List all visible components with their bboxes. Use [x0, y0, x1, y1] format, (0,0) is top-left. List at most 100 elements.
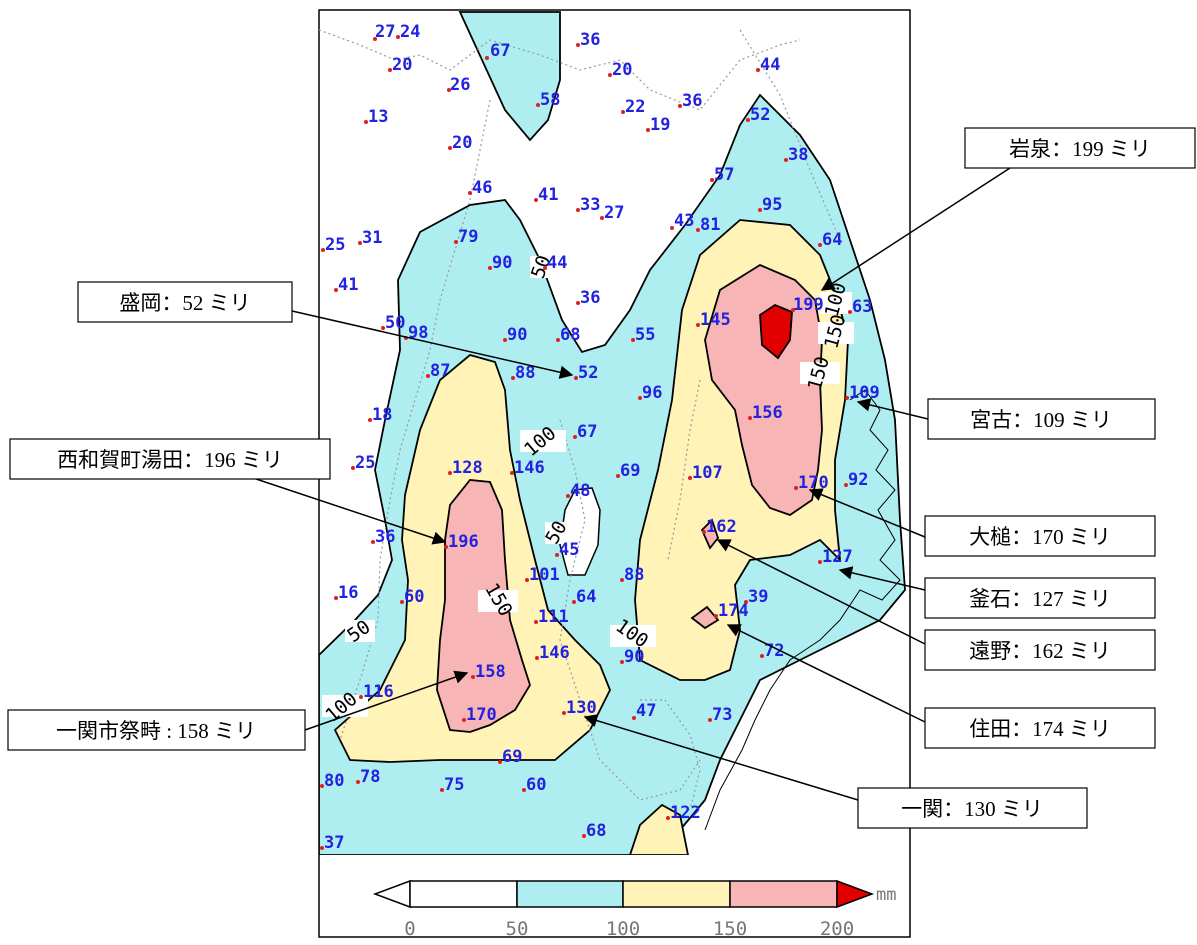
station: 95: [758, 195, 782, 215]
station-value: 75: [444, 775, 464, 795]
station-value: 90: [624, 647, 644, 667]
station: 80: [320, 771, 344, 791]
station: 88: [511, 363, 535, 383]
station-value: 27: [375, 22, 395, 42]
station-value: 24: [400, 22, 420, 42]
station-value: 111: [538, 607, 569, 627]
station-value: 46: [472, 178, 492, 198]
station-value: 60: [526, 775, 546, 795]
station: 109: [845, 383, 880, 403]
station: 170: [462, 705, 497, 725]
station-value: 31: [362, 228, 382, 248]
station-value: 145: [700, 310, 731, 330]
station: 46: [468, 178, 492, 198]
station-value: 127: [822, 547, 853, 567]
station-value: 26: [450, 75, 470, 95]
station-value: 96: [642, 383, 662, 403]
station-value: 25: [355, 453, 375, 473]
station: 107: [688, 463, 723, 483]
station: 19: [646, 115, 670, 135]
station-value: 20: [452, 133, 472, 153]
station-value: 79: [458, 227, 478, 247]
station: 18: [368, 405, 392, 425]
band-below-50-hole: [559, 487, 601, 576]
station-value: 69: [502, 747, 522, 767]
station-value: 170: [798, 473, 829, 493]
colorbar-tick: 150: [713, 918, 747, 940]
station: 44: [756, 55, 780, 75]
station: 27: [600, 203, 624, 223]
station-value: 18: [372, 405, 392, 425]
callout-otsuchi: 大槌：170 ミリ: [924, 515, 1156, 557]
colorbar: 0 50 100 150 200 mm: [372, 879, 896, 940]
station: 73: [708, 705, 732, 725]
callout-ichinoseki-matsurube: 一関市祭畤 : 158 ミリ: [7, 709, 306, 751]
station-value: 47: [636, 701, 656, 721]
station: 90: [488, 253, 512, 273]
station: 196: [444, 532, 479, 552]
callout-label: 遠野：162 ミリ: [969, 639, 1111, 663]
station: 158: [471, 662, 506, 682]
station-value: 50: [385, 313, 405, 333]
contour-map: [319, 11, 906, 855]
station: 69: [616, 461, 640, 481]
station: 26: [447, 75, 470, 95]
station: 20: [608, 60, 632, 80]
callout-boxes: 岩泉：199 ミリ 盛岡：52 ミリ 宮古：109 ミリ 西和賀町湯田：196 …: [7, 127, 1196, 829]
station: 20: [448, 133, 472, 153]
station-value: 156: [752, 403, 783, 423]
station-value: 90: [507, 325, 527, 345]
station-value: 146: [514, 458, 545, 478]
station: 67: [485, 41, 510, 61]
station: 146: [535, 643, 570, 663]
station-value: 38: [788, 145, 808, 165]
station-value: 88: [624, 565, 644, 585]
station-value: 37: [324, 833, 344, 853]
station-values: 27 24 20 26 67 36 20 44 13 58 22 36 19 5…: [320, 22, 880, 853]
colorbar-tick: 0: [404, 918, 415, 940]
callout-label: 宮古：109 ミリ: [970, 408, 1112, 432]
station-value: 67: [577, 422, 597, 442]
station: 20: [388, 55, 412, 75]
station-value: 43: [674, 211, 694, 231]
station-value: 90: [492, 253, 512, 273]
colorbar-unit: mm: [876, 885, 896, 905]
station: 130: [562, 698, 597, 718]
station: 44: [543, 253, 567, 273]
station-value: 68: [586, 821, 606, 841]
station-value: 67: [490, 41, 510, 61]
callout-arrow: [726, 624, 926, 723]
station: 43: [670, 211, 694, 231]
station-value: 69: [620, 461, 640, 481]
band-150-200-east: [704, 263, 823, 516]
station: 39: [744, 587, 768, 607]
band-50-100-north: [458, 11, 561, 142]
station: 24: [396, 22, 420, 42]
station-value: 20: [392, 55, 412, 75]
station: 79: [454, 227, 478, 247]
station: 90: [620, 647, 644, 667]
station: 122: [666, 803, 701, 823]
station-value: 36: [580, 30, 600, 50]
callout-arrows: [249, 167, 1011, 801]
station: 69: [498, 747, 522, 767]
station: 25: [351, 453, 375, 473]
station-value: 36: [682, 91, 702, 111]
station: 162: [702, 517, 737, 537]
station: 81: [696, 215, 720, 235]
callout-morioka: 盛岡：52 ミリ: [77, 281, 293, 323]
callout-sumita: 住田：174 ミリ: [924, 707, 1156, 749]
station-value: 63: [852, 297, 872, 317]
station: 47: [632, 701, 656, 721]
callout-arrow: [291, 310, 574, 379]
colorbar-segment: [516, 880, 624, 908]
station-value: 68: [560, 325, 580, 345]
station-value: 146: [539, 643, 570, 663]
station: 41: [334, 275, 358, 295]
station-value: 22: [625, 97, 645, 117]
station-value: 95: [762, 195, 782, 215]
band-100-150-south: [629, 803, 689, 855]
station: 22: [621, 97, 645, 117]
station-value: 64: [822, 230, 842, 250]
